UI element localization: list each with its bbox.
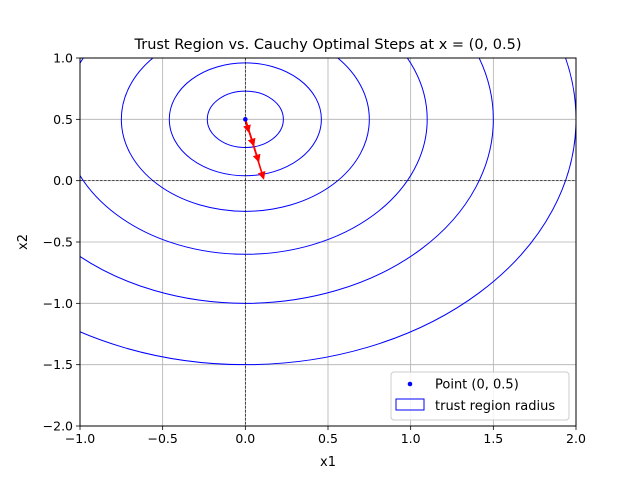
legend-entry-point: Point (0, 0.5) xyxy=(435,378,519,393)
y-tick-label: −1.0 xyxy=(43,296,73,311)
legend-frame xyxy=(390,371,570,421)
point-marker-group xyxy=(243,117,248,122)
trust-region-circle xyxy=(80,58,576,366)
step-arrows xyxy=(243,119,266,180)
point-marker xyxy=(243,117,248,122)
x-tick-label: 2.0 xyxy=(566,431,586,446)
step-arrow xyxy=(244,119,266,180)
x-axis-label: x1 xyxy=(320,455,336,470)
x-tick-label: −1.0 xyxy=(65,431,95,446)
y-tick-label: 0.5 xyxy=(53,112,73,127)
chart-title: Trust Region vs. Cauchy Optimal Steps at… xyxy=(134,37,522,53)
y-tick-label: −0.5 xyxy=(43,235,73,250)
x-tick-label: 1.0 xyxy=(401,431,421,446)
x-tick-label: 1.5 xyxy=(483,431,503,446)
legend-entry-radius: trust region radius xyxy=(435,399,555,414)
x-tick-label: −0.5 xyxy=(147,431,177,446)
trust-region-circles xyxy=(80,58,576,366)
x-tick-label: 0.5 xyxy=(318,431,338,446)
legend: Point (0, 0.5) trust region radius xyxy=(390,371,570,421)
x-tick-label: 0.0 xyxy=(235,431,255,446)
y-tick-label: −2.0 xyxy=(43,419,73,434)
x-axis-ticks: −1.0 −0.5 0.0 0.5 1.0 1.5 2.0 xyxy=(65,426,586,446)
y-axis-ticks: −2.0 −1.5 −1.0 −0.5 0.0 0.5 1.0 xyxy=(43,51,80,434)
y-tick-label: 1.0 xyxy=(53,51,73,66)
plot-area xyxy=(80,58,576,426)
legend-point-marker xyxy=(407,381,413,387)
grid xyxy=(79,57,577,427)
y-tick-label: 0.0 xyxy=(53,173,73,188)
legend-circle-swatch xyxy=(395,398,425,411)
y-axis-label: x2 xyxy=(16,234,31,250)
y-tick-label: −1.5 xyxy=(43,357,73,372)
